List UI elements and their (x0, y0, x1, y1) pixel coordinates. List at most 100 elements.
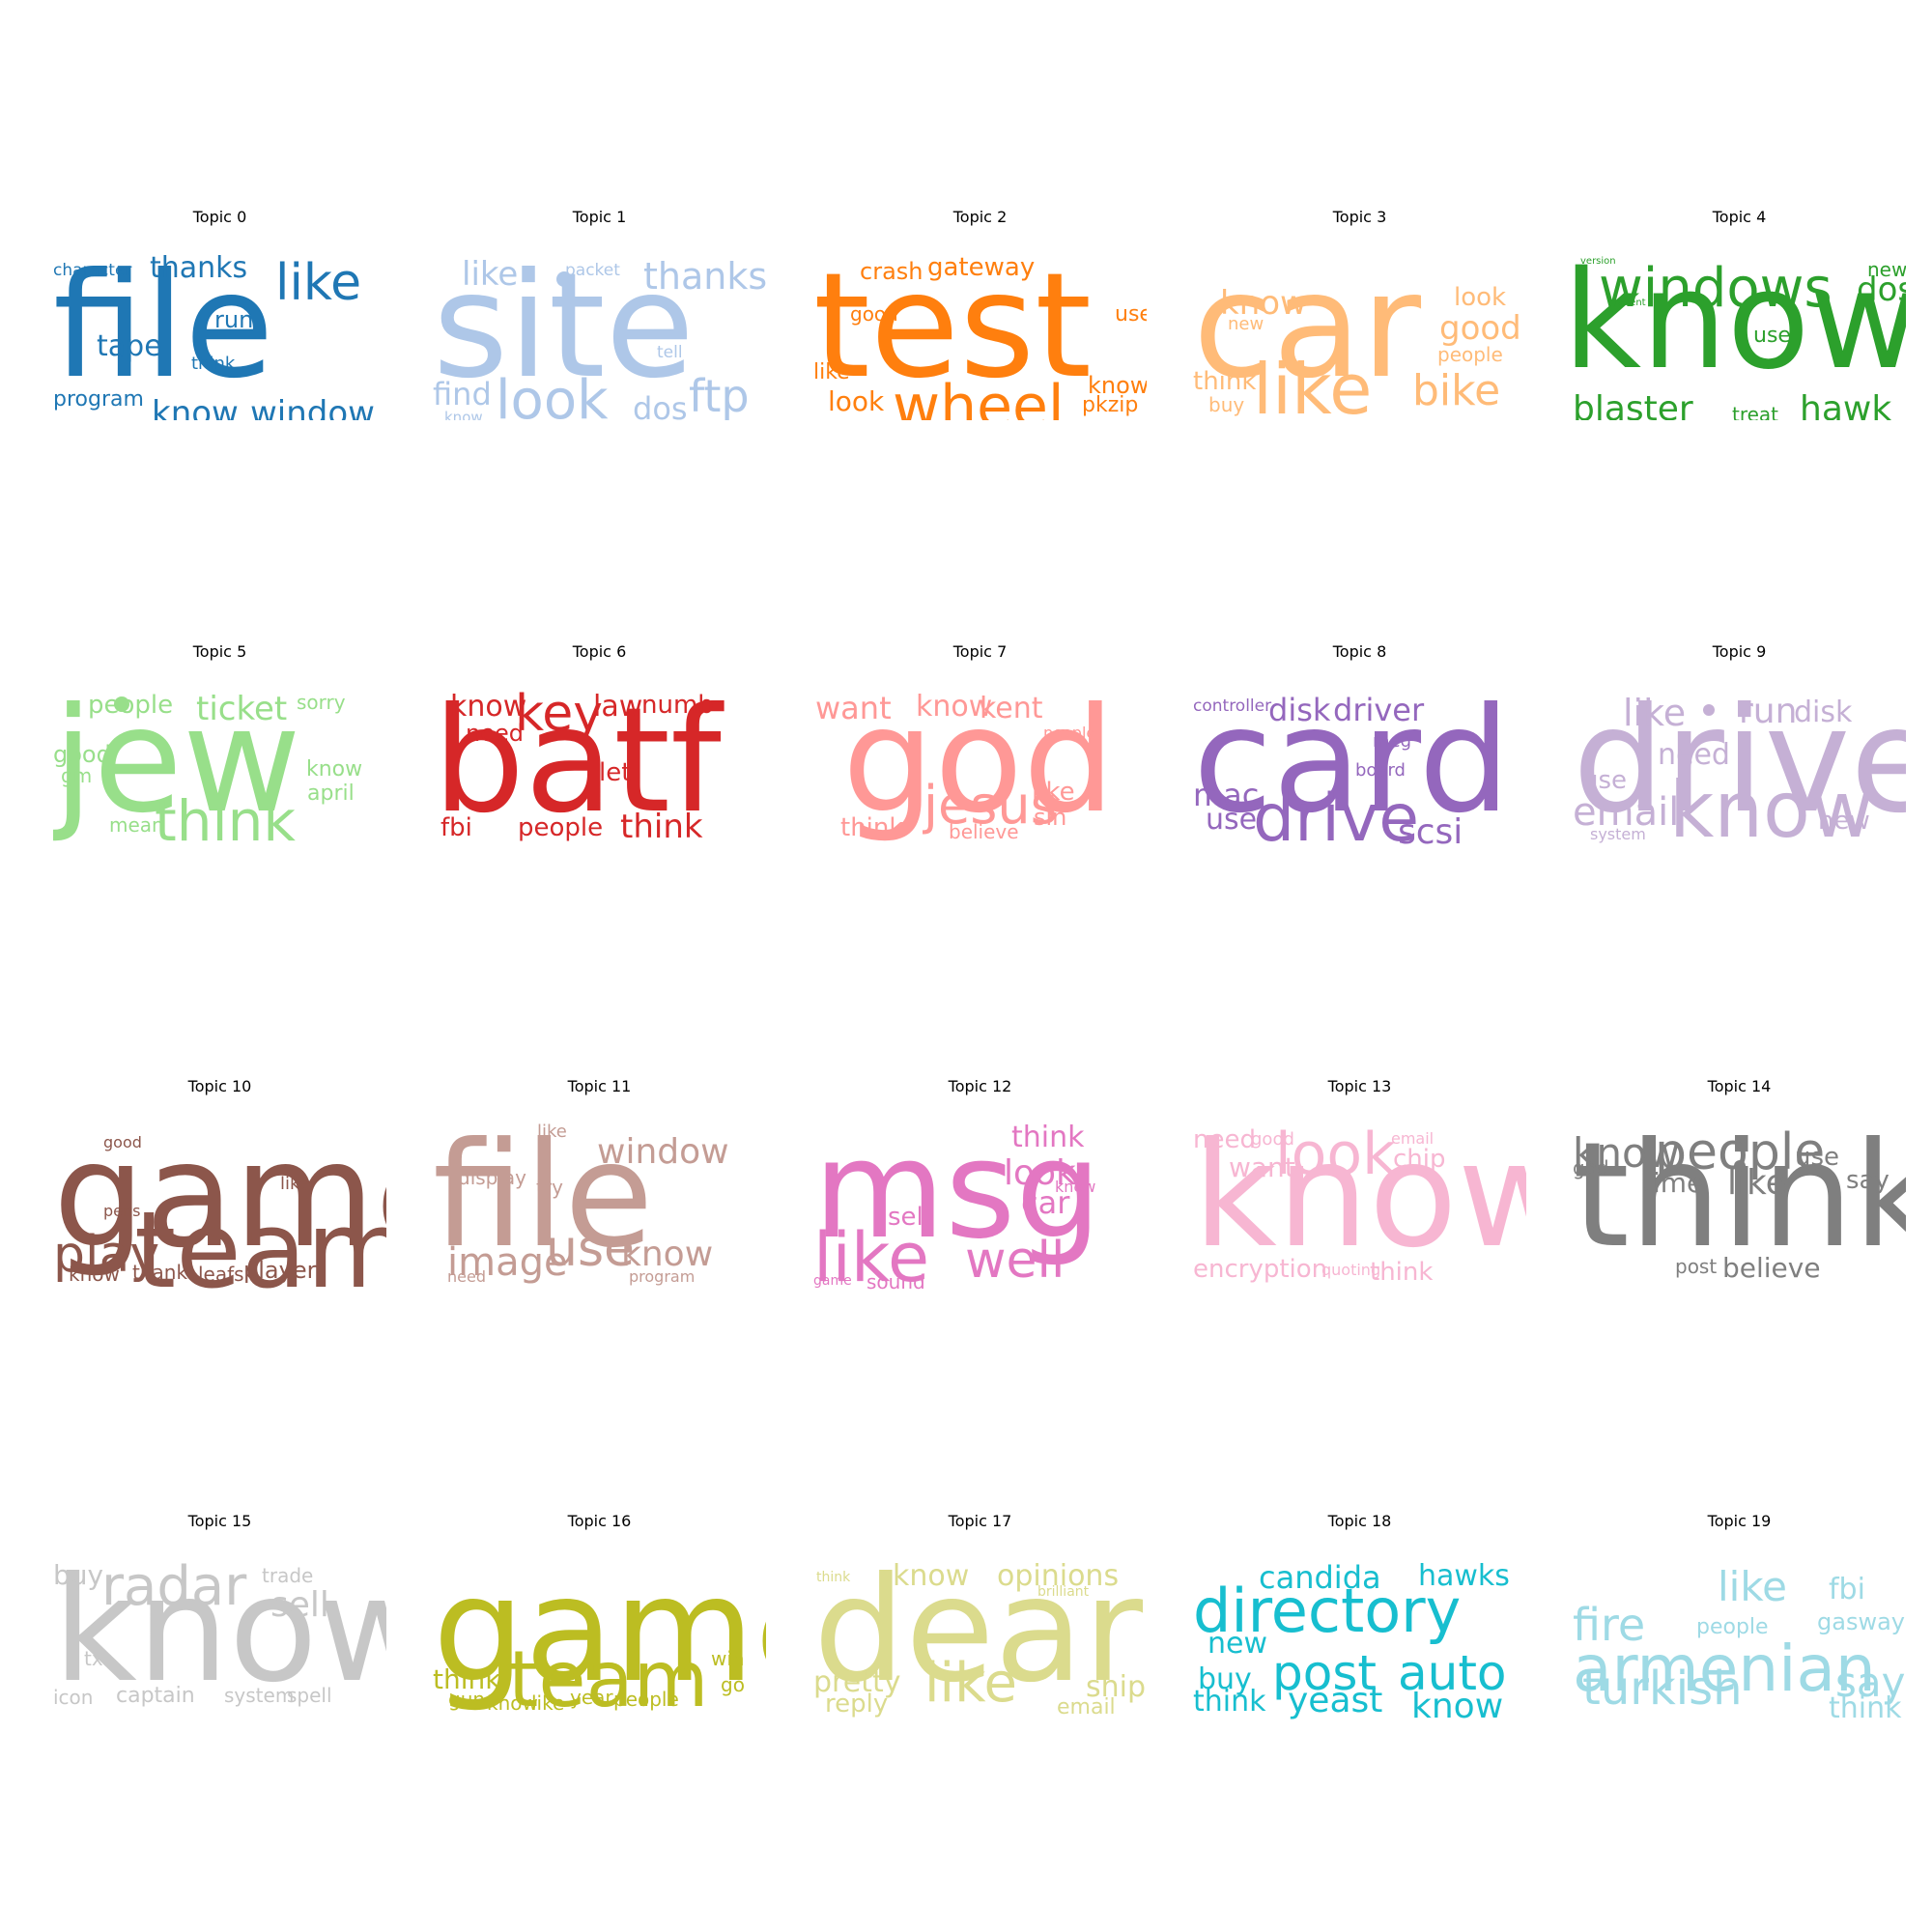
word-cloud: god want know kent people jesus like sin think be… (813, 666, 1147, 855)
topic-panel: Topic 7 god want know kent people jesus like sin… (813, 642, 1147, 855)
cloud-word: encryption (1193, 1255, 1328, 1284)
cloud-word: use (546, 1220, 636, 1278)
cloud-word: know (69, 1263, 120, 1286)
cloud-word: treat (1732, 403, 1779, 420)
cloud-word: email (1057, 1695, 1116, 1719)
cloud-word: chip (1393, 1145, 1446, 1174)
word-cloud: site like packet thanks tell look find dos ftp kn… (433, 231, 766, 420)
cloud-word: hawks (1418, 1559, 1510, 1593)
topic-title: Topic 14 (1707, 1077, 1772, 1095)
cloud-word: like (462, 255, 519, 294)
cloud-word: use (1115, 302, 1147, 327)
topic-title: Topic 18 (1327, 1512, 1392, 1530)
cloud-word: good (53, 741, 111, 768)
cloud-word: disk (1268, 692, 1331, 728)
cloud-word: look (1454, 283, 1507, 312)
cloud-word: car (1021, 1184, 1070, 1221)
cloud-word: believe (1722, 1252, 1821, 1284)
cloud-word: like (813, 360, 850, 384)
topic-title: Topic 12 (948, 1077, 1012, 1095)
cloud-word: know (1220, 284, 1307, 323)
cloud-word: like (537, 1122, 567, 1142)
cloud-word: key (515, 685, 604, 743)
cloud-word: window (250, 394, 375, 420)
cloud-word: fire (1573, 1599, 1646, 1651)
cloud-word: trade (262, 1564, 314, 1587)
cloud-word: fbi (1829, 1573, 1865, 1606)
cloud-word: like (1032, 778, 1075, 807)
cloud-word: team (508, 1634, 709, 1724)
cloud-word: like (1718, 1563, 1788, 1610)
cloud-word: ftp (689, 370, 750, 420)
cloud-word: like (1727, 1163, 1787, 1203)
cloud-word: icon (53, 1686, 94, 1709)
cloud-word: pretty (813, 1665, 901, 1699)
cloud-word: april (307, 781, 355, 806)
cloud-word: sell (888, 1203, 930, 1232)
topic-title: Topic 9 (1712, 642, 1767, 661)
topic-title: Topic 13 (1327, 1077, 1392, 1095)
topic-panel: Topic 19 armenian like fbi fire people gasway t… (1573, 1512, 1906, 1724)
cloud-word: buy (1198, 1662, 1252, 1696)
cloud-word: opinions (997, 1559, 1120, 1593)
cloud-word: leafs (198, 1263, 244, 1286)
word-cloud: msg think look know car sell like well game sound (813, 1100, 1147, 1291)
topic-panel: Topic 2 test crash gateway good use like look wh… (813, 208, 1147, 420)
cloud-word: jesus (923, 775, 1058, 836)
topic-panel: Topic 17 dear know opinions think brilliant pr… (813, 1512, 1147, 1724)
cloud-word: know (1055, 1178, 1096, 1196)
cloud-word: think (1011, 1121, 1085, 1154)
cloud-word: think (1193, 1685, 1266, 1719)
cloud-word: know (621, 1235, 714, 1274)
cloud-word: numb (641, 691, 714, 720)
cloud-word: player (243, 1257, 317, 1284)
word-cloud: drive like run disk need use email know new syste… (1573, 666, 1906, 855)
cloud-word: buy (1208, 393, 1245, 416)
cloud-word: use (1795, 1143, 1840, 1172)
cloud-word: brilliant (1037, 1584, 1090, 1600)
cloud-word: captain (116, 1684, 195, 1708)
word-cloud: directory candida hawks new buy post auto think… (1193, 1535, 1526, 1724)
word-cloud: know need good want look email chip encryption q… (1193, 1100, 1526, 1290)
topic-panel: Topic 9 drive like run disk need use email know n… (1573, 642, 1906, 855)
cloud-word: say (1835, 1659, 1906, 1706)
cloud-word: like (275, 254, 362, 312)
topic-panel: Topic 11 file window like display try image use… (433, 1077, 766, 1290)
cloud-word: people (1696, 1615, 1769, 1639)
cloud-word: know (1088, 372, 1147, 399)
cloud-word: meg (1373, 731, 1412, 752)
cloud-word: blaster (1573, 389, 1693, 421)
cloud-word: think (1829, 1691, 1902, 1724)
cloud-word: yeast (1288, 1681, 1383, 1720)
cloud-word: game (433, 1547, 766, 1715)
cloud-word: post (1675, 1255, 1718, 1278)
topic-panel: Topic 13 know need good want look email chip enc… (1193, 1077, 1526, 1290)
topic-panel: Topic 16 gameteamthinkgunknowlikeyearpeop… (433, 1512, 766, 1724)
cloud-word: tell (657, 343, 683, 362)
cloud-word: need (1658, 738, 1730, 772)
cloud-word: sin (1034, 804, 1067, 831)
cloud-word: card (1193, 677, 1511, 845)
word-cloud: jew people ticket sorry good gm know april think… (53, 666, 386, 855)
topic-panel: Topic 8 card controller disk driver meg board m… (1193, 642, 1526, 855)
cloud-word: email (1573, 790, 1680, 835)
cloud-word: use (1753, 324, 1791, 348)
cloud-word: hawk (1800, 389, 1892, 421)
cloud-word: wheel (893, 373, 1065, 420)
cloud-word: packet (565, 261, 620, 280)
cloud-word: people (1043, 724, 1096, 742)
cloud-word: good (850, 302, 898, 326)
cloud-word: well (965, 1232, 1065, 1290)
word-cloud: dear know opinions think brilliant pretty repl… (813, 1535, 1147, 1724)
cloud-word: try (536, 1176, 563, 1199)
cloud-word: window (597, 1132, 729, 1172)
cloud-word: new (1818, 807, 1870, 836)
cloud-word: thanks (643, 255, 766, 298)
cloud-word: thanks (150, 251, 248, 285)
cloud-word: need (1193, 1125, 1256, 1154)
cloud-word: know (916, 690, 993, 724)
cloud-word: post (1272, 1645, 1377, 1701)
